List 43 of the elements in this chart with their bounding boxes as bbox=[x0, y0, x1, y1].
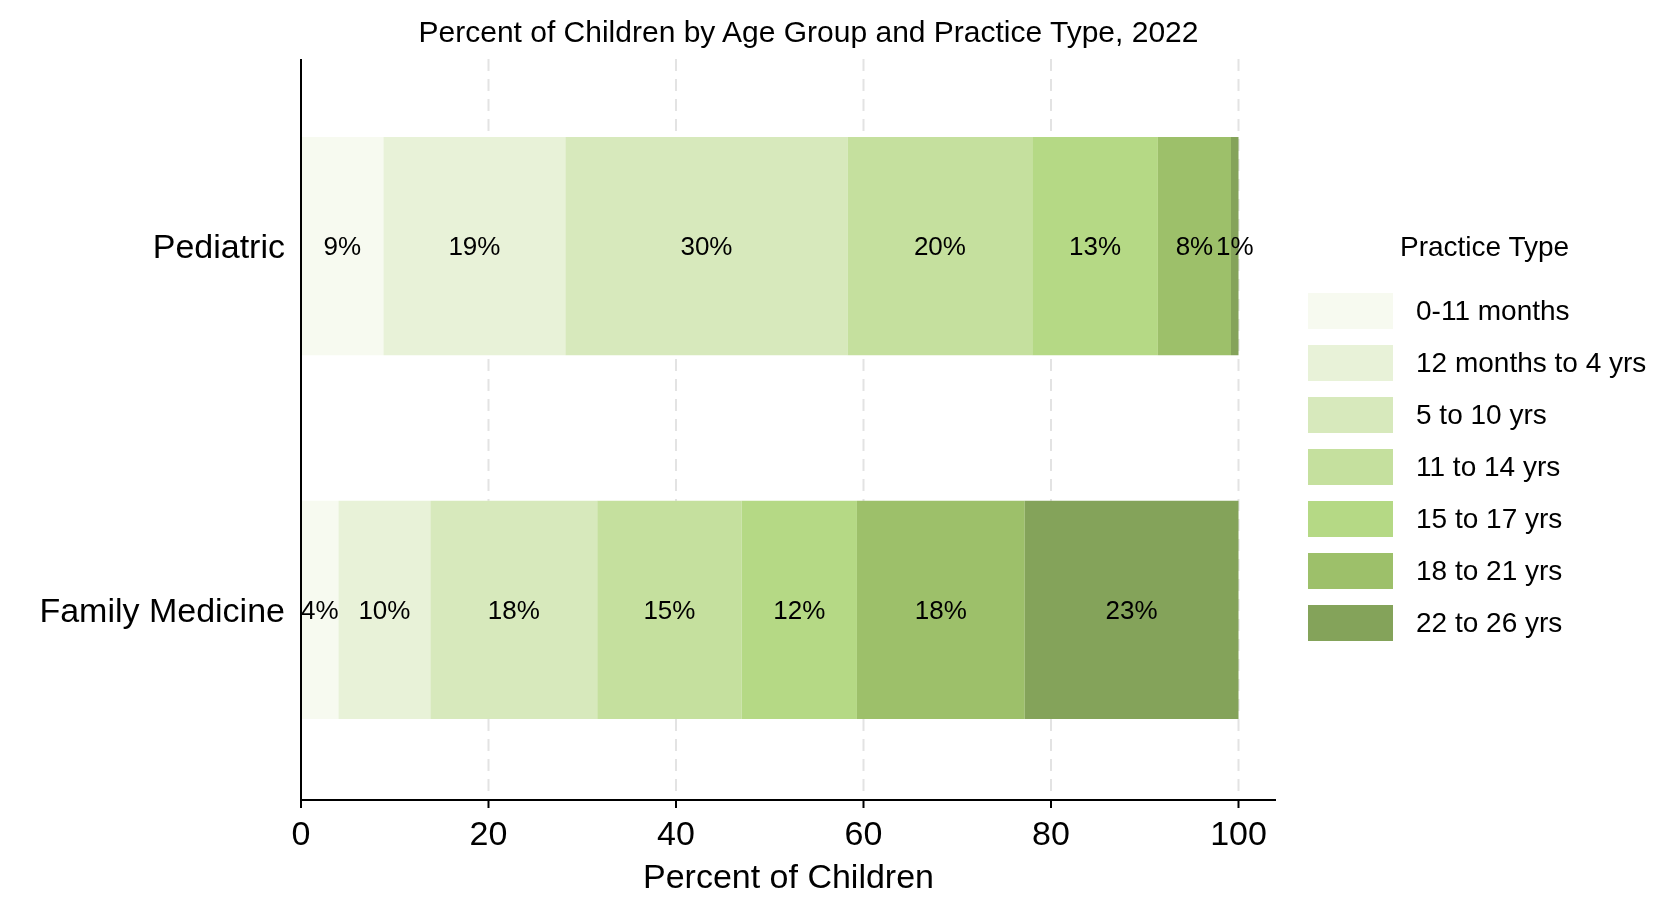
x-tick-label: 20 bbox=[469, 814, 508, 852]
data-label: 13% bbox=[1069, 231, 1122, 262]
bar bbox=[597, 500, 742, 719]
data-label: 10% bbox=[358, 594, 411, 625]
data-label: 18% bbox=[914, 594, 967, 625]
bar bbox=[1032, 137, 1158, 356]
data-label: 23% bbox=[1105, 594, 1158, 625]
data-label: 4% bbox=[300, 594, 339, 625]
legend-label: 22 to 26 yrs bbox=[1416, 606, 1563, 638]
bar bbox=[847, 137, 1033, 356]
bar bbox=[301, 500, 339, 719]
legend-label: 0-11 months bbox=[1416, 294, 1570, 326]
x-axis-title: Percent of Children bbox=[642, 857, 935, 895]
bar bbox=[338, 500, 431, 719]
x-tick-label: 40 bbox=[657, 814, 695, 852]
data-label: 19% bbox=[448, 231, 501, 262]
bar bbox=[383, 137, 566, 356]
bar bbox=[741, 500, 857, 719]
bar bbox=[430, 500, 598, 719]
bar bbox=[565, 137, 848, 356]
data-label: 30% bbox=[680, 231, 733, 262]
bar bbox=[1024, 500, 1239, 719]
data-label: 20% bbox=[913, 231, 966, 262]
legend-label: 11 to 14 yrs bbox=[1416, 450, 1561, 482]
y-tick-label: Pediatric bbox=[152, 227, 285, 266]
bar bbox=[856, 500, 1025, 719]
x-tick-label: 0 bbox=[291, 814, 311, 852]
x-tick-label: 80 bbox=[1032, 814, 1070, 852]
bar bbox=[301, 137, 384, 356]
legend-label: 12 months to 4 yrs bbox=[1416, 346, 1647, 378]
data-label: 12% bbox=[773, 594, 826, 625]
data-label: 15% bbox=[643, 594, 696, 625]
x-tick-label: 60 bbox=[844, 814, 883, 852]
data-label: 18% bbox=[487, 594, 540, 625]
x-tick-label: 100 bbox=[1210, 814, 1267, 852]
legend-title: Practice Type bbox=[1400, 231, 1570, 262]
y-tick-label: Family Medicine bbox=[39, 590, 285, 629]
data-label: 9% bbox=[323, 231, 362, 262]
legend-label: 15 to 17 yrs bbox=[1416, 502, 1563, 534]
legend-label: 18 to 21 yrs bbox=[1416, 554, 1563, 586]
chart-title: Percent of Children by Age Group and Practice Type, 2022 bbox=[418, 15, 1199, 48]
legend-label: 5 to 10 yrs bbox=[1416, 398, 1547, 430]
data-label: 8% bbox=[1175, 231, 1214, 262]
